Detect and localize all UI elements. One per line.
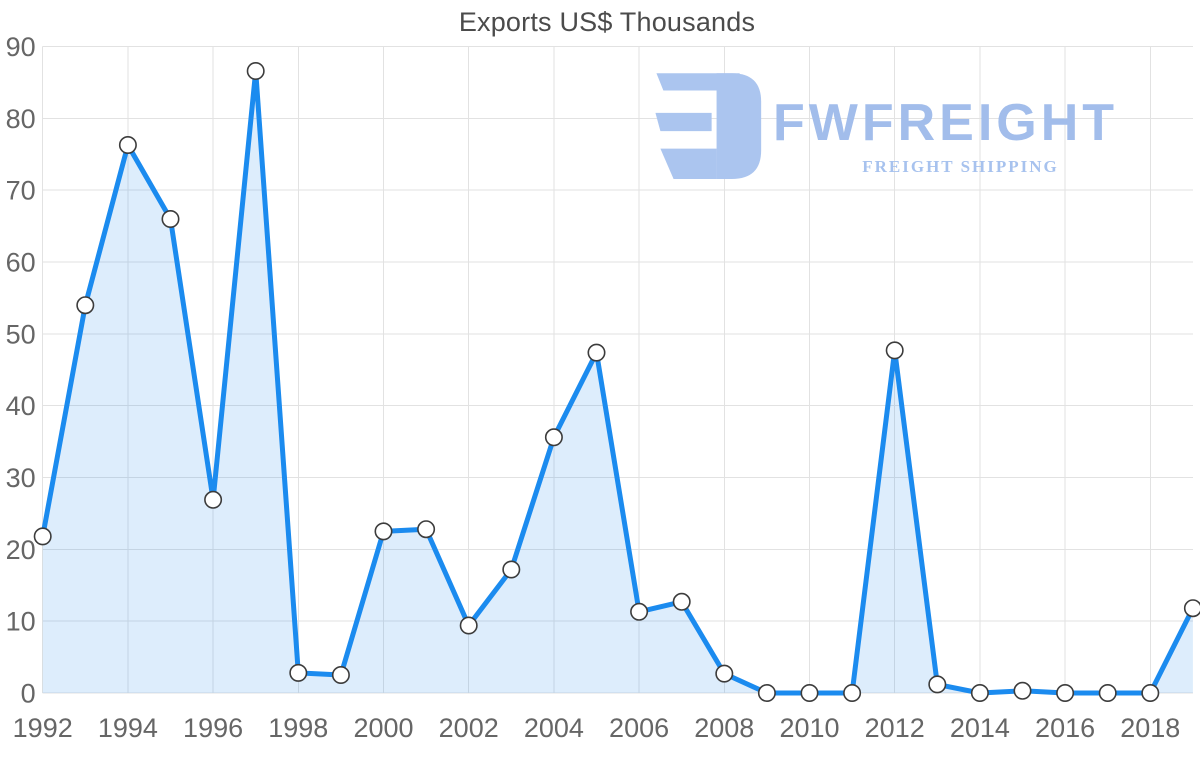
- x-tick-label: 2014: [950, 713, 1010, 743]
- data-point-2010[interactable]: [800, 683, 819, 702]
- series-area-fill: [42, 71, 1193, 693]
- data-point-2005[interactable]: [587, 343, 606, 362]
- data-point-2011[interactable]: [843, 683, 862, 702]
- data-point-2004[interactable]: [544, 428, 563, 447]
- data-point-2013[interactable]: [928, 675, 947, 694]
- data-point-1994[interactable]: [118, 136, 137, 155]
- y-tick-label: 50: [6, 319, 36, 349]
- data-point-1995[interactable]: [161, 210, 180, 229]
- data-point-2000[interactable]: [374, 522, 393, 541]
- data-point-2017[interactable]: [1098, 683, 1117, 702]
- x-tick-label: 1994: [98, 713, 158, 743]
- x-tick-label: 2002: [439, 713, 499, 743]
- x-tick-label: 2012: [865, 713, 925, 743]
- data-point-2014[interactable]: [970, 683, 989, 702]
- y-tick-label: 0: [21, 679, 36, 709]
- x-tick-label: 1996: [183, 713, 243, 743]
- y-tick-label: 60: [6, 248, 36, 278]
- x-tick-label: 2006: [609, 713, 669, 743]
- x-tick-label: 1992: [13, 713, 73, 743]
- data-point-2001[interactable]: [417, 520, 436, 539]
- data-point-2019[interactable]: [1183, 599, 1200, 618]
- data-point-2015[interactable]: [1013, 681, 1032, 700]
- x-tick-label: 2018: [1120, 713, 1180, 743]
- x-tick-label: 1998: [268, 713, 328, 743]
- data-point-1993[interactable]: [76, 296, 95, 315]
- y-tick-label: 80: [6, 104, 36, 134]
- x-tick-label: 2016: [1035, 713, 1095, 743]
- data-point-1998[interactable]: [289, 663, 308, 682]
- y-tick-label: 40: [6, 391, 36, 421]
- logo-tagline-text: FREIGHT SHIPPING: [862, 157, 1059, 176]
- logo-brand-text: FWFREIGHT: [773, 94, 1119, 152]
- data-point-1992[interactable]: [33, 527, 52, 546]
- data-point-2006[interactable]: [630, 602, 649, 621]
- x-axis-labels: 1992 1994 1996 1998 2000 2002 2004 2006 2008 2010…: [13, 713, 1181, 743]
- x-tick-label: 2010: [779, 713, 839, 743]
- y-tick-label: 20: [6, 535, 36, 565]
- data-point-1997[interactable]: [246, 61, 265, 80]
- data-point-2009[interactable]: [757, 683, 776, 702]
- series-line: [40, 68, 1196, 696]
- y-tick-label: 90: [6, 32, 36, 62]
- y-tick-label: 30: [6, 463, 36, 493]
- fwfreight-logo: FWFREIGHT FREIGHT SHIPPING: [645, 70, 1155, 182]
- y-axis-labels: 0 10 20 30 40 50 60 70 80 90: [6, 32, 36, 708]
- fwfreight-mark-icon: [655, 73, 762, 179]
- data-point-2002[interactable]: [459, 616, 478, 635]
- x-tick-label: 2000: [353, 713, 413, 743]
- data-point-2016[interactable]: [1056, 683, 1075, 702]
- data-point-2007[interactable]: [672, 592, 691, 611]
- data-point-2003[interactable]: [502, 560, 521, 579]
- y-tick-label: 70: [6, 176, 36, 206]
- data-point-2008[interactable]: [715, 664, 734, 683]
- y-tick-label: 10: [6, 607, 36, 637]
- gridlines: [42, 46, 1193, 694]
- chart-title: Exports US$ Thousands: [458, 7, 756, 37]
- x-tick-label: 2004: [524, 713, 584, 743]
- data-point-1996[interactable]: [204, 490, 223, 509]
- data-point-1999[interactable]: [331, 665, 350, 684]
- logo-text-block: FWFREIGHT FREIGHT SHIPPING: [773, 70, 1148, 182]
- data-point-2018[interactable]: [1141, 683, 1160, 702]
- data-points: [33, 61, 1200, 702]
- data-point-2012[interactable]: [885, 341, 904, 360]
- x-tick-label: 2008: [694, 713, 754, 743]
